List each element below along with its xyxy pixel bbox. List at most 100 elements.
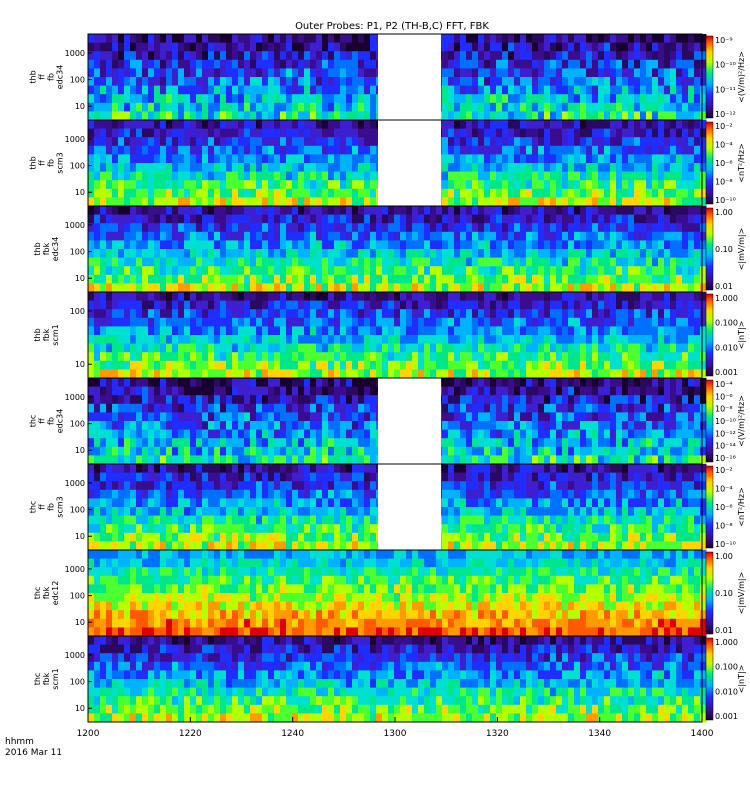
spectrogram-cell	[610, 120, 617, 130]
spectrogram-cell	[136, 128, 143, 138]
spectrogram-cell	[442, 145, 449, 155]
spectrogram-cell	[292, 455, 299, 465]
spectrogram-cell	[190, 34, 197, 44]
spectrogram-cell	[178, 403, 185, 413]
spectrogram-cell	[586, 223, 593, 233]
spectrogram-cell	[208, 335, 215, 345]
spectrogram-cell	[394, 274, 401, 284]
spectrogram-cell	[496, 77, 503, 87]
spectrogram-cell	[478, 145, 485, 155]
spectrogram-cell	[472, 231, 479, 241]
spectrogram-cell	[160, 335, 167, 345]
spectrogram-cell	[550, 223, 557, 233]
spectrogram-cell	[556, 326, 563, 336]
spectrogram-cell	[172, 223, 179, 233]
spectrogram-cell	[442, 378, 449, 388]
spectrogram-cell	[652, 257, 659, 267]
spectrogram-cell	[106, 455, 113, 465]
spectrogram-cell	[166, 249, 173, 259]
spectrogram-cell	[526, 51, 533, 61]
spectrogram-cell	[244, 378, 251, 388]
spectrogram-cell	[322, 154, 329, 164]
spectrogram-cell	[148, 395, 155, 405]
spectrogram-cell	[328, 223, 335, 233]
spectrogram-cell	[286, 412, 293, 422]
spectrogram-cell	[640, 51, 647, 61]
spectrogram-cell	[160, 206, 167, 216]
spectrogram-cell	[286, 317, 293, 327]
spectrogram-cell	[676, 231, 683, 241]
spectrogram-cell	[472, 412, 479, 422]
spectrogram-cell	[550, 171, 557, 181]
spectrogram-cell	[508, 180, 515, 190]
spectrogram-cell	[178, 137, 185, 147]
spectrogram-cell	[94, 223, 101, 233]
spectrogram-cell	[478, 369, 485, 379]
spectrogram-cell	[526, 223, 533, 233]
spectrogram-cell	[274, 163, 281, 173]
spectrogram-cell	[610, 42, 617, 52]
spectrogram-cell	[520, 59, 527, 69]
spectrogram-cell	[322, 317, 329, 327]
spectrogram-cell	[142, 171, 149, 181]
spectrogram-cell	[94, 343, 101, 353]
spectrogram-cell	[322, 206, 329, 216]
spectrogram-cell	[262, 51, 269, 61]
spectrogram-cell	[682, 360, 689, 370]
spectrogram-cell	[220, 300, 227, 310]
spectrogram-cell	[208, 197, 215, 207]
spectrogram-cell	[274, 137, 281, 147]
spectrogram-cell	[184, 120, 191, 130]
spectrogram-cell	[442, 42, 449, 52]
spectrogram-cell	[370, 102, 377, 112]
spectrogram-cell	[100, 128, 107, 138]
spectrogram-cell	[370, 360, 377, 370]
spectrogram-cell	[490, 77, 497, 87]
spectrogram-cell	[172, 266, 179, 276]
spectrogram-cell	[220, 446, 227, 456]
spectrogram-cell	[376, 317, 383, 327]
spectrogram-cell	[580, 292, 587, 302]
spectrogram-cell	[664, 59, 671, 69]
spectrogram-cell	[172, 335, 179, 345]
spectrogram-cell	[124, 266, 131, 276]
spectrogram-cell	[94, 438, 101, 448]
spectrogram-cell	[202, 180, 209, 190]
spectrogram-cell	[220, 197, 227, 207]
spectrogram-cell	[700, 94, 707, 104]
spectrogram-cell	[448, 120, 455, 130]
spectrogram-cell	[280, 42, 287, 52]
spectrogram-cell	[172, 180, 179, 190]
spectrogram-cell	[442, 283, 449, 293]
spectrogram-cell	[148, 317, 155, 327]
spectrogram-cell	[118, 421, 125, 431]
spectrogram-cell	[244, 403, 251, 413]
spectrogram-cell	[688, 180, 695, 190]
spectrogram-cell	[322, 51, 329, 61]
spectrogram-cell	[490, 111, 497, 121]
spectrogram-cell	[244, 395, 251, 405]
spectrogram-cell	[376, 326, 383, 336]
spectrogram-cell	[640, 266, 647, 276]
spectrogram-cell	[460, 102, 467, 112]
spectrogram-cell	[160, 274, 167, 284]
spectrogram-cell	[142, 197, 149, 207]
spectrogram-cell	[358, 403, 365, 413]
spectrogram-cell	[442, 317, 449, 327]
spectrogram-cell	[190, 188, 197, 198]
spectrogram-cell	[622, 120, 629, 130]
spectrogram-cell	[574, 68, 581, 78]
spectrogram-cell	[274, 154, 281, 164]
spectrogram-cell	[382, 300, 389, 310]
spectrogram-cell	[676, 171, 683, 181]
spectrogram-cell	[316, 214, 323, 224]
spectrogram-cell	[478, 223, 485, 233]
spectrogram-cell	[628, 249, 635, 259]
spectrogram-cell	[544, 188, 551, 198]
spectrogram-cell	[688, 292, 695, 302]
spectrogram-cell	[466, 145, 473, 155]
spectrogram-cell	[208, 154, 215, 164]
spectrogram-cell	[460, 438, 467, 448]
spectrogram-cell	[88, 77, 95, 87]
spectrogram-cell	[172, 378, 179, 388]
